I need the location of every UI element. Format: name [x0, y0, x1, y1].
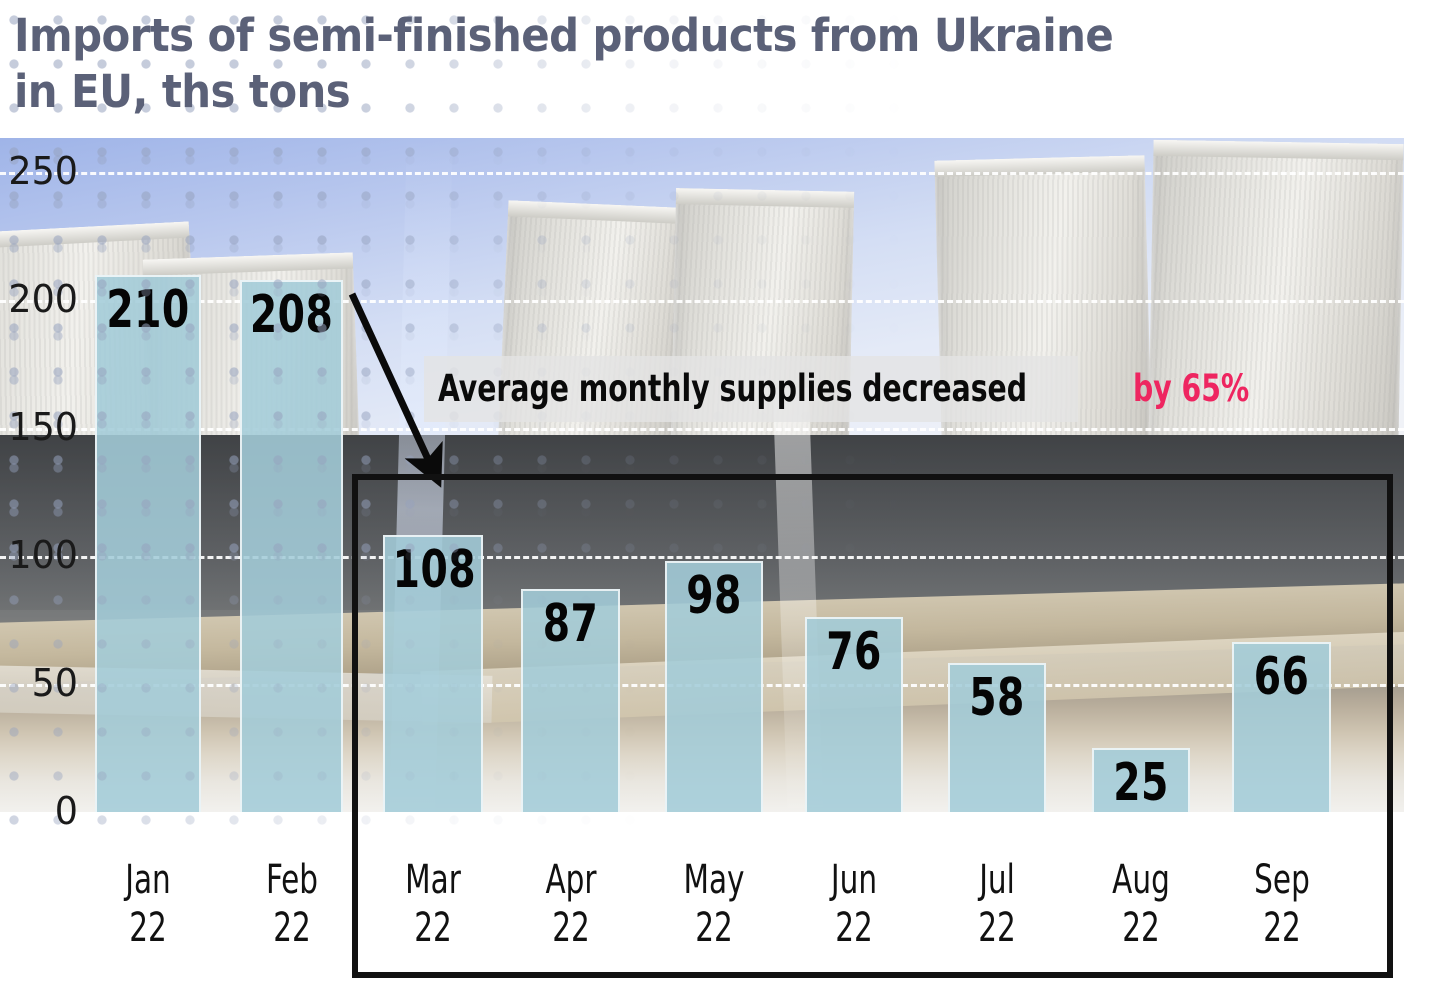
title-line-2: in EU, ths tons — [14, 65, 351, 118]
x-axis-year-aug: 22 — [1122, 905, 1160, 951]
x-axis-month-sep: Sep — [1254, 857, 1310, 903]
annotation-callout: Average monthly supplies decreased by 65… — [424, 356, 1249, 422]
x-axis-year-jan: 22 — [129, 905, 167, 951]
y-axis-label-50: 50 — [31, 661, 78, 705]
bar-value-jul-22: 58 — [969, 668, 1025, 728]
x-axis-year-may: 22 — [695, 905, 733, 951]
annotation-text: Average monthly supplies decreased — [438, 367, 1028, 410]
x-axis-year-jul: 22 — [978, 905, 1016, 951]
bar-value-feb-22: 208 — [249, 285, 334, 345]
x-axis-month-mar: Mar — [405, 857, 461, 903]
bar-aug-22[interactable]: 25 — [1092, 748, 1190, 812]
x-axis-label-may-22: May 22 — [665, 856, 763, 952]
bar-mar-22[interactable]: 108 — [383, 535, 483, 812]
bar-value-apr-22: 87 — [542, 594, 599, 654]
x-axis-month-apr: Apr — [545, 857, 597, 903]
bar-jan-22[interactable]: 210 — [95, 275, 201, 812]
bar-value-mar-22: 108 — [392, 540, 476, 600]
annotation-highlight: by 65% — [1132, 367, 1250, 410]
x-axis-year-mar: 22 — [414, 905, 452, 951]
x-axis-year-jun: 22 — [835, 905, 873, 951]
x-axis-label-feb-22: Feb 22 — [243, 856, 341, 952]
x-axis-month-jan: Jan — [125, 857, 171, 903]
page-title: Imports of semi-finished products from U… — [14, 8, 1314, 120]
x-axis-label-mar-22: Mar 22 — [384, 856, 482, 952]
bar-value-jan-22: 210 — [106, 280, 190, 340]
x-axis-label-apr-22: Apr 22 — [522, 856, 620, 952]
bars-layer: 210 208 108 87 98 76 58 25 66 — [0, 138, 1438, 812]
x-axis-month-may: May — [683, 857, 745, 903]
x-axis-label-jun-22: Jun 22 — [805, 856, 903, 952]
bar-sep-22[interactable]: 66 — [1232, 642, 1331, 812]
x-axis-month-feb: Feb — [265, 857, 319, 903]
x-axis-month-jul: Jul — [979, 857, 1015, 903]
x-axis-label-jan-22: Jan 22 — [99, 856, 197, 952]
y-axis-label-200: 200 — [8, 277, 78, 321]
x-axis-month-aug: Aug — [1112, 857, 1170, 903]
y-axis-label-150: 150 — [8, 405, 78, 449]
y-axis-label-0: 0 — [54, 789, 78, 833]
x-axis-year-sep: 22 — [1263, 905, 1301, 951]
x-axis-year-feb: 22 — [273, 905, 311, 951]
bar-jul-22[interactable]: 58 — [948, 663, 1046, 812]
bar-feb-22[interactable]: 208 — [240, 280, 343, 812]
bar-value-aug-22: 25 — [1113, 753, 1169, 813]
x-axis-label-jul-22: Jul 22 — [948, 856, 1046, 952]
y-axis-label-100: 100 — [8, 533, 78, 577]
x-axis-year-apr: 22 — [552, 905, 590, 951]
bar-jun-22[interactable]: 76 — [805, 617, 903, 812]
y-axis-label-250: 250 — [8, 149, 78, 193]
bar-may-22[interactable]: 98 — [665, 561, 763, 812]
bar-apr-22[interactable]: 87 — [521, 589, 620, 812]
x-axis-month-jun: Jun — [830, 857, 878, 903]
x-axis-label-sep-22: Sep 22 — [1233, 856, 1331, 952]
gridline-0 — [0, 812, 1404, 815]
title-line-1: Imports of semi-finished products from U… — [14, 9, 1114, 62]
bar-value-jun-22: 76 — [826, 622, 882, 682]
bar-value-may-22: 98 — [686, 566, 742, 626]
bar-value-sep-22: 66 — [1253, 647, 1310, 707]
x-axis-label-aug-22: Aug 22 — [1092, 856, 1190, 952]
